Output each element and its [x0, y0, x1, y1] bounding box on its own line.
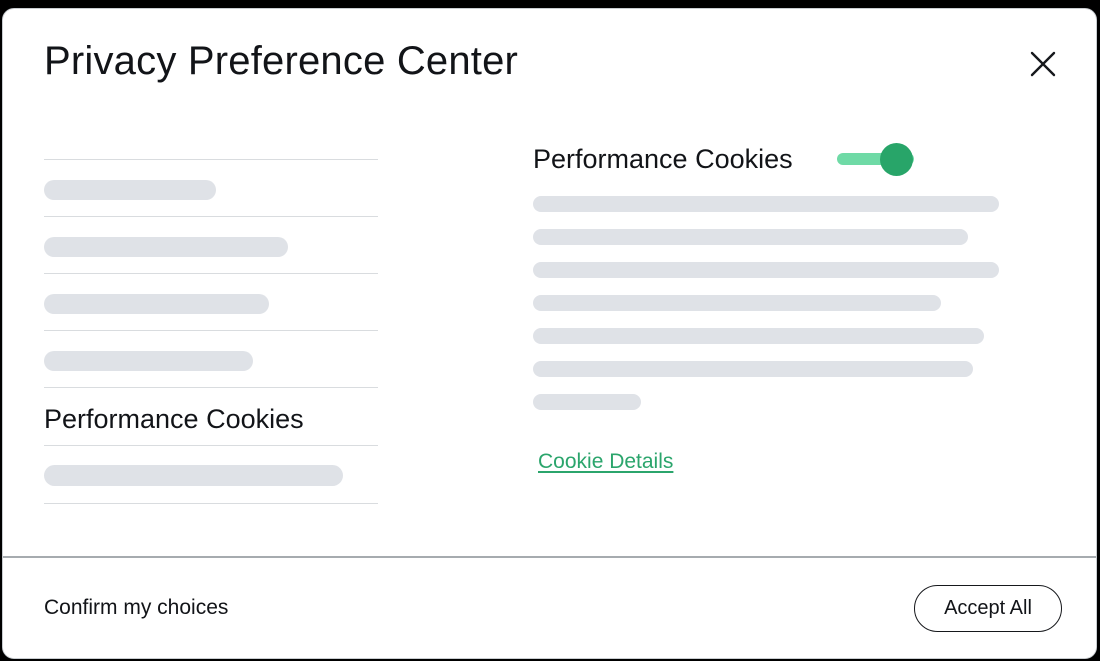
detail-panel-header: Performance Cookies — [533, 142, 999, 176]
text-placeholder-bar — [533, 262, 999, 278]
accept-all-button[interactable]: Accept All — [914, 584, 1062, 632]
category-sidebar: Performance Cookies — [44, 159, 378, 504]
text-placeholder-bar — [533, 196, 999, 212]
text-placeholder-bar — [533, 394, 641, 410]
sidebar-placeholder-group — [44, 159, 378, 387]
sidebar-item-performance-cookies[interactable]: Performance Cookies — [44, 387, 378, 445]
privacy-preference-center-dialog: Privacy Preference Center Performance Co… — [2, 8, 1097, 659]
performance-cookies-toggle[interactable] — [836, 142, 914, 176]
cookie-details-link[interactable]: Cookie Details — [538, 450, 674, 473]
toggle-knob — [879, 142, 913, 176]
dialog-title: Privacy Preference Center — [44, 39, 519, 83]
sidebar-item-placeholder[interactable] — [44, 445, 378, 503]
dialog-header: Privacy Preference Center — [3, 9, 1096, 83]
close-icon — [1030, 51, 1056, 77]
dialog-footer: Confirm my choices Accept All — [3, 556, 1096, 658]
sidebar-placeholder-group — [44, 445, 378, 503]
text-placeholder-bar — [533, 361, 973, 377]
text-placeholder-bar — [44, 294, 269, 314]
text-placeholder-bar — [533, 229, 968, 245]
text-placeholder-bar — [44, 351, 253, 371]
text-placeholder-bar — [533, 328, 984, 344]
description-placeholder-group — [533, 196, 999, 410]
text-placeholder-bar — [533, 295, 941, 311]
sidebar-item-placeholder[interactable] — [44, 330, 378, 387]
dialog-body: Performance Cookies Performance Cookies … — [3, 142, 1096, 504]
text-placeholder-bar — [44, 180, 216, 200]
category-detail-panel: Performance Cookies Cookie Details — [533, 142, 999, 504]
sidebar-item-label: Performance Cookies — [44, 404, 304, 434]
section-title: Performance Cookies — [533, 144, 793, 174]
sidebar-item-placeholder[interactable] — [44, 159, 378, 216]
sidebar-item-placeholder[interactable] — [44, 273, 378, 330]
text-placeholder-bar — [44, 237, 288, 257]
sidebar-item-placeholder[interactable] — [44, 216, 378, 273]
close-button[interactable] — [1024, 45, 1062, 83]
confirm-choices-button[interactable]: Confirm my choices — [44, 596, 229, 619]
sidebar-divider — [44, 503, 378, 504]
text-placeholder-bar — [44, 465, 343, 486]
